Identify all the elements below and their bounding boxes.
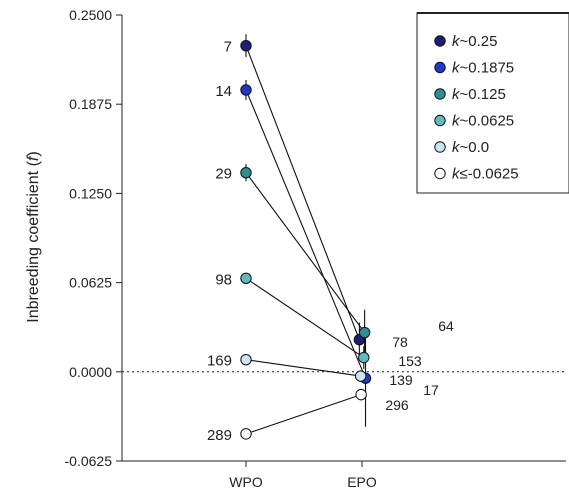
wpo-sample-size-label: 98 bbox=[215, 271, 232, 288]
legend-entry-label: k~0.125 bbox=[452, 86, 506, 103]
plot-area: 0.2500 0.1875 0.1250 0.0625 0.0000 -0.0625 WPO… bbox=[65, 7, 566, 490]
legend-entry-label: k~0.0 bbox=[452, 139, 489, 156]
legend-entry-label: k~0.25 bbox=[452, 33, 497, 50]
y-tick-label: 0.0000 bbox=[69, 364, 112, 380]
legend-entry-label: k~0.1875 bbox=[452, 60, 514, 77]
epo-point bbox=[355, 388, 367, 401]
epo-sample-size-label: 153 bbox=[398, 353, 422, 369]
legend-marker bbox=[434, 141, 446, 153]
y-tick-label: -0.0625 bbox=[65, 453, 113, 469]
series-connector bbox=[245, 394, 362, 435]
y-tick-label: 0.1875 bbox=[69, 96, 112, 112]
x-tick-label: WPO bbox=[229, 474, 263, 490]
legend-marker bbox=[434, 61, 446, 74]
wpo-point bbox=[240, 272, 252, 285]
epo-sample-size-label: 78 bbox=[392, 334, 408, 350]
legend-marker bbox=[434, 167, 446, 180]
epo-sample-size-label: 17 bbox=[423, 382, 439, 398]
y-tick-label: 0.2500 bbox=[69, 7, 112, 23]
legend-marker bbox=[434, 35, 446, 47]
y-tick-label: 0.0625 bbox=[69, 275, 112, 291]
legend-marker bbox=[434, 114, 446, 127]
series-connector bbox=[245, 89, 367, 379]
wpo-sample-size-label: 289 bbox=[207, 427, 232, 444]
epo-sample-size-label: 64 bbox=[438, 318, 454, 334]
y-axis-label: Inbreeding coefficient (f) bbox=[25, 151, 42, 322]
series-connector bbox=[245, 277, 365, 358]
y-tick-label: 0.1250 bbox=[69, 185, 112, 201]
legend-marker bbox=[434, 88, 446, 100]
wpo-point bbox=[240, 353, 252, 366]
epo-sample-size-label: 296 bbox=[385, 397, 409, 413]
x-tick-label: EPO bbox=[347, 474, 377, 490]
legend-entry-label: k≤-0.0625 bbox=[452, 166, 519, 183]
epo-sample-size-label: 139 bbox=[389, 372, 413, 388]
y-axis-label-var: f bbox=[25, 155, 42, 161]
epo-point bbox=[354, 370, 367, 382]
wpo-point bbox=[240, 39, 252, 52]
wpo-sample-size-label: 29 bbox=[215, 166, 232, 183]
legend: k~0.25 k~0.1875 k~0.125 k~0.0625 k~0.0 k≤-0.0… bbox=[416, 12, 569, 194]
wpo-sample-size-label: 14 bbox=[215, 83, 232, 100]
wpo-sample-size-label: 169 bbox=[207, 353, 232, 370]
wpo-point bbox=[240, 167, 252, 179]
series-connector bbox=[245, 45, 360, 340]
series-connector bbox=[245, 172, 366, 333]
series-connector bbox=[245, 359, 361, 377]
wpo-point bbox=[240, 84, 252, 96]
epo-point bbox=[358, 326, 371, 339]
epo-point bbox=[358, 351, 370, 364]
wpo-point bbox=[240, 428, 252, 440]
wpo-sample-size-label: 7 bbox=[224, 39, 232, 56]
y-axis-label-prefix: Inbreeding coefficient ( bbox=[25, 160, 42, 322]
y-axis-label-suffix: ) bbox=[25, 151, 42, 156]
svg-text:Inbreeding coefficient (f): Inbreeding coefficient (f) bbox=[25, 151, 42, 322]
legend-entry-label: k~0.0625 bbox=[452, 113, 514, 130]
